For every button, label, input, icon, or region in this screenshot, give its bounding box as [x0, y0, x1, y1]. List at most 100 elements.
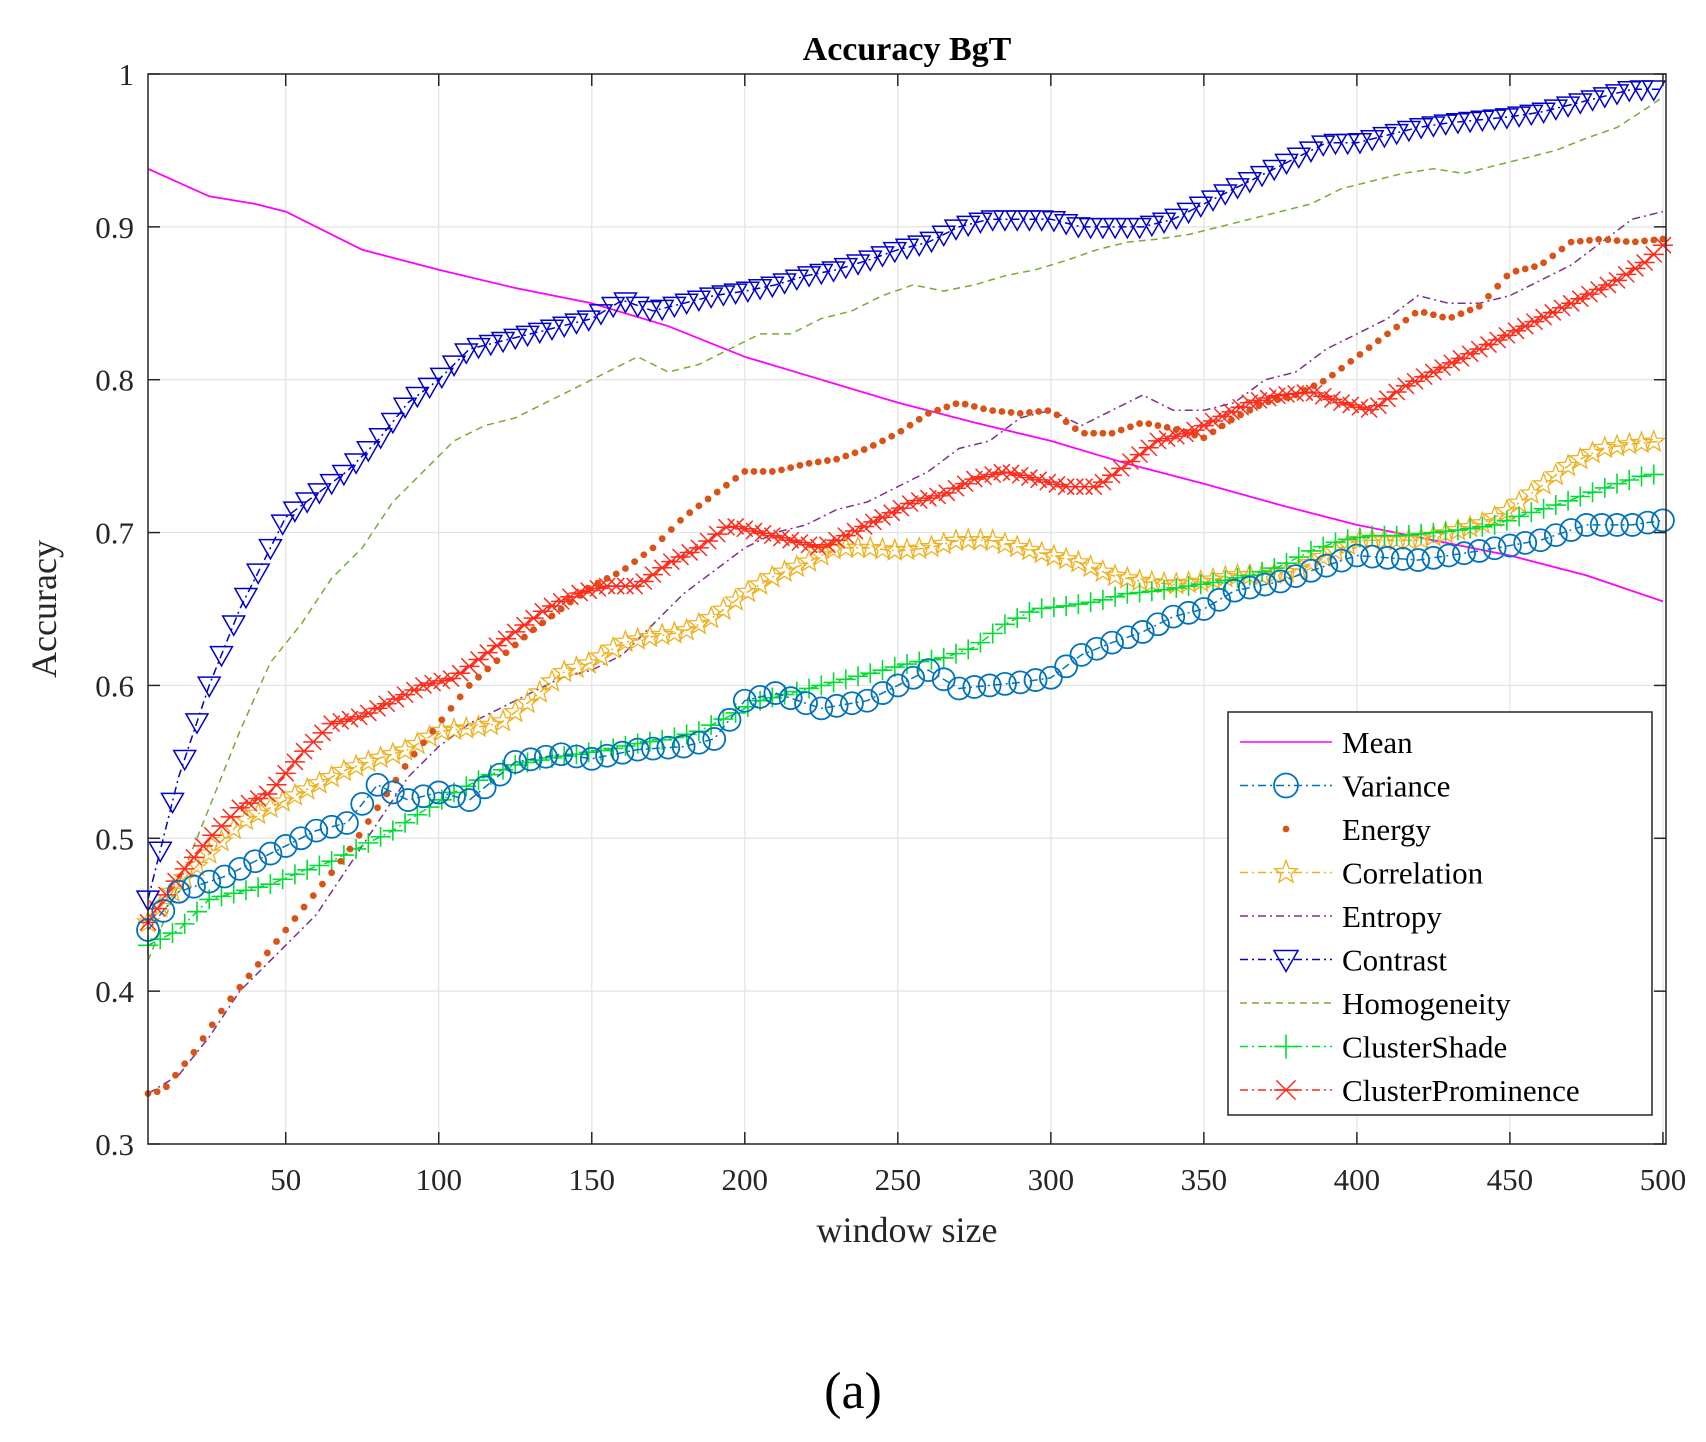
data-point — [888, 432, 896, 440]
data-point — [1494, 108, 1520, 130]
data-point — [805, 459, 813, 467]
data-point — [260, 874, 281, 895]
data-point — [649, 299, 675, 322]
data-point — [702, 727, 727, 751]
data-point — [1078, 553, 1103, 578]
data-point — [688, 539, 709, 557]
data-point — [209, 645, 234, 668]
data-point — [894, 537, 920, 561]
data-point — [1641, 428, 1666, 453]
series-variance — [136, 508, 1675, 942]
data-point — [1115, 565, 1140, 589]
data-point — [906, 235, 932, 257]
data-point — [1252, 561, 1273, 582]
data-point — [1430, 311, 1437, 319]
data-point — [1120, 452, 1141, 471]
data-point — [1129, 446, 1150, 464]
data-point — [1117, 583, 1138, 604]
data-point — [613, 292, 638, 314]
data-point — [380, 412, 406, 435]
data-point — [1482, 536, 1507, 561]
data-point — [1056, 595, 1077, 616]
data-point — [429, 727, 437, 735]
x-tick-label: 250 — [875, 1162, 922, 1197]
series-clustershade — [138, 464, 1664, 956]
data-point — [364, 818, 372, 825]
data-point — [735, 579, 761, 603]
data-point — [1007, 409, 1015, 416]
data-point — [658, 535, 666, 543]
data-point — [1356, 351, 1364, 358]
data-point — [429, 367, 455, 390]
data-point — [1298, 141, 1324, 163]
legend-swatch-marker — [1272, 949, 1300, 974]
data-point — [1576, 237, 1584, 245]
data-point — [468, 650, 489, 668]
data-point — [1090, 429, 1098, 437]
data-point — [1411, 523, 1432, 544]
data-point — [1237, 575, 1262, 600]
data-point — [631, 558, 639, 566]
data-point — [1347, 357, 1355, 365]
data-point — [993, 672, 1017, 696]
data-point — [885, 673, 910, 698]
data-point — [1402, 316, 1410, 324]
data-point — [1314, 553, 1339, 578]
legend-label: Homogeneity — [1342, 986, 1511, 1021]
data-point — [1062, 418, 1070, 426]
data-point — [420, 739, 427, 747]
data-point — [560, 588, 581, 606]
data-point — [833, 455, 841, 463]
data-point — [503, 749, 528, 774]
data-point — [227, 995, 235, 1003]
data-point — [1338, 364, 1345, 372]
series-line — [147, 210, 1664, 1095]
data-point — [328, 869, 336, 877]
data-point — [346, 845, 354, 853]
data-point — [309, 855, 330, 876]
data-point — [1543, 99, 1569, 121]
data-point — [760, 276, 785, 299]
data-point — [319, 880, 326, 888]
data-point — [992, 210, 1018, 232]
data-point — [1494, 282, 1502, 290]
data-point — [1457, 310, 1465, 318]
data-point — [1604, 433, 1630, 457]
data-point — [429, 718, 455, 742]
data-point — [343, 453, 369, 475]
data-point — [824, 457, 831, 464]
data-point — [1054, 654, 1079, 679]
data-point — [982, 623, 1003, 644]
data-point — [637, 624, 663, 648]
data-point — [1408, 526, 1434, 550]
data-point — [1543, 523, 1568, 548]
data-point — [882, 537, 907, 562]
data-point — [919, 231, 944, 254]
x-tick-label: 200 — [722, 1162, 769, 1197]
data-point — [723, 481, 730, 489]
data-point — [1200, 434, 1208, 442]
data-point — [174, 860, 195, 878]
data-point — [1164, 208, 1189, 231]
data-point — [870, 681, 895, 705]
data-point — [1007, 608, 1028, 629]
data-point — [370, 826, 391, 847]
data-point — [1475, 302, 1483, 310]
data-point — [1574, 513, 1599, 537]
data-point — [1411, 309, 1419, 317]
data-point — [493, 657, 501, 665]
x-tick-label: 450 — [1487, 1162, 1534, 1197]
data-point — [1344, 543, 1369, 568]
legend-item-correlation: Correlation — [1240, 856, 1484, 891]
data-point — [172, 1071, 179, 1079]
data-point — [549, 742, 574, 767]
data-point — [1207, 587, 1232, 612]
data-point — [1629, 80, 1654, 102]
data-point — [1360, 544, 1385, 569]
data-point — [401, 763, 409, 770]
data-point — [821, 261, 846, 283]
data-point — [441, 716, 467, 741]
data-point — [1228, 416, 1235, 424]
data-point — [151, 898, 176, 923]
data-point — [405, 386, 430, 409]
